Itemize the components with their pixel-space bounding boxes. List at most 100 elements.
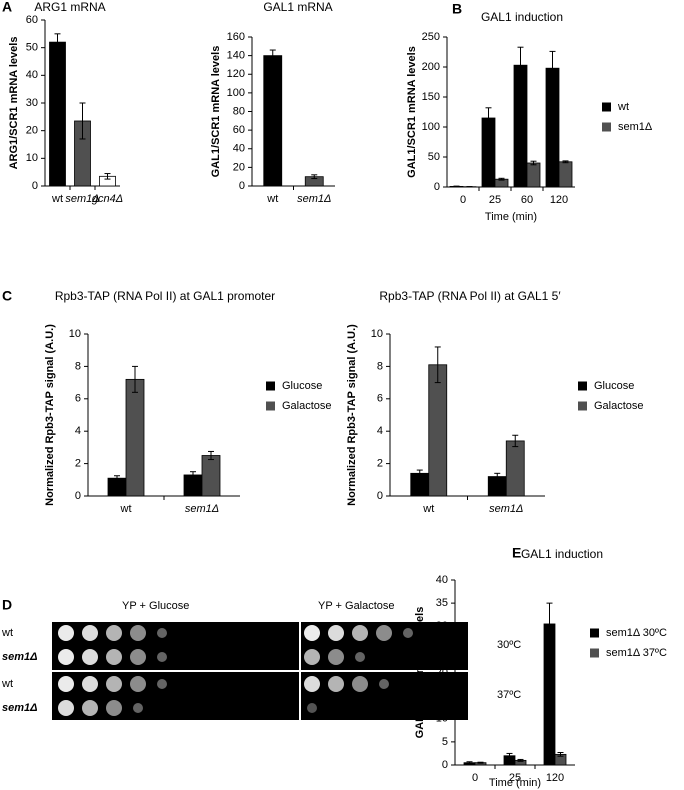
colony-spot (307, 703, 317, 713)
colony-spot (328, 625, 344, 641)
colony-spot (58, 649, 74, 665)
y-tick-label: 2 (377, 458, 383, 470)
error-bar (494, 472, 501, 481)
legend-label: Galactose (282, 400, 332, 412)
colony-spot (106, 649, 122, 665)
y-tick-label: 120 (227, 68, 245, 80)
legend-swatch (578, 381, 587, 391)
x-tick-label: wt (120, 503, 132, 515)
chart-title: Rpb3-TAP (RNA Pol II) at GAL1 promoter (55, 289, 275, 303)
error-bar (114, 475, 120, 482)
chart-title: GAL1 mRNA (263, 0, 332, 14)
legend-label: sem1Δ (618, 121, 653, 133)
y-tick-label: 0 (75, 490, 81, 502)
y-tick-label: 8 (377, 360, 383, 372)
y-tick-label: 40 (233, 143, 245, 155)
y-tick-label: 10 (436, 713, 448, 725)
x-tick-label: 25 (509, 772, 521, 784)
x-tick-label: wt (51, 193, 63, 205)
error-bar (190, 471, 196, 479)
colony-spot (130, 625, 146, 641)
y-tick-label: 60 (233, 124, 245, 136)
legend-swatch (602, 122, 611, 132)
colony-spot (304, 625, 320, 641)
error-bar (506, 752, 513, 759)
error-bar (466, 761, 473, 765)
x-tick-label: 0 (460, 194, 466, 206)
legend-label: Glucose (594, 380, 634, 392)
colony-spot (106, 676, 122, 692)
y-tick-label: 4 (377, 425, 383, 437)
colony-spot (82, 625, 98, 641)
error-bar (546, 602, 553, 646)
y-tick-label: 20 (26, 125, 38, 137)
error-bar (208, 450, 214, 461)
colony-spot (157, 652, 167, 662)
x-tick-label: 60 (521, 194, 533, 206)
colony-spot (352, 676, 368, 692)
x-axis-label: Time (min) (485, 211, 537, 223)
y-tick-label: 8 (75, 360, 81, 372)
x-tick-label: 120 (546, 772, 564, 784)
error-bar (517, 46, 524, 84)
x-tick-label: sem1Δ (185, 503, 219, 515)
y-tick-label: 0 (377, 490, 383, 502)
error-bar (453, 185, 460, 188)
legend-swatch (590, 628, 599, 638)
panel-letter: D (2, 597, 12, 613)
colony-spot (379, 679, 389, 689)
x-tick-label: sem1Δ (297, 193, 331, 205)
y-tick-label: 40 (436, 574, 448, 586)
error-bar (132, 365, 138, 393)
y-tick-label: 25 (436, 643, 448, 655)
y-tick-label: 10 (26, 152, 38, 164)
bar (526, 162, 541, 188)
y-tick-label: 4 (75, 425, 81, 437)
chart-title: GAL1 induction (481, 10, 563, 24)
legend-swatch (266, 381, 275, 391)
colony-spot (157, 679, 167, 689)
y-tick-label: 10 (371, 328, 383, 340)
x-axis-label: Time (min) (489, 777, 541, 789)
y-tick-label: 100 (422, 121, 440, 133)
y-tick-label: 80 (233, 105, 245, 117)
column-label: YP + Galactose (318, 600, 395, 612)
bar (125, 378, 145, 497)
y-tick-label: 0 (434, 181, 440, 193)
y-tick-label: 15 (436, 690, 448, 702)
error-bar (562, 160, 569, 164)
y-axis-label: GAL1/SCR1 mRNA levels (210, 46, 222, 178)
y-tick-label: 0 (32, 180, 38, 192)
colony-spot (58, 625, 74, 641)
y-tick-label: 0 (442, 759, 448, 771)
error-bar (269, 49, 276, 62)
error-bar (517, 758, 524, 762)
error-bar (54, 33, 61, 51)
bar (49, 41, 66, 187)
bar (263, 55, 283, 187)
x-tick-label: 0 (472, 772, 478, 784)
error-bar (512, 434, 519, 448)
colony-spot (328, 676, 344, 692)
y-tick-label: 60 (26, 14, 38, 26)
panel-letter: C (2, 288, 12, 304)
bar (545, 67, 560, 188)
y-tick-label: 100 (227, 87, 245, 99)
y-tick-label: 250 (422, 31, 440, 43)
error-bar (477, 761, 484, 764)
colony-spot (352, 625, 368, 641)
y-axis-label: Normalized Rpb3-TAP signal (A.U.) (346, 324, 358, 506)
legend-label: Glucose (282, 380, 322, 392)
x-tick-label: 25 (489, 194, 501, 206)
colony-spot (304, 676, 320, 692)
temperature-label: 30ºC (497, 639, 521, 651)
column-label: YP + Glucose (122, 600, 189, 612)
error-bar (498, 177, 505, 181)
y-tick-label: 40 (26, 69, 38, 81)
error-bar (530, 160, 537, 166)
panel-letter: B (452, 1, 462, 17)
y-tick-label: 200 (422, 61, 440, 73)
colony-spot (157, 628, 167, 638)
y-axis-label: ARG1/SCR1 mRNA levels (8, 37, 20, 170)
